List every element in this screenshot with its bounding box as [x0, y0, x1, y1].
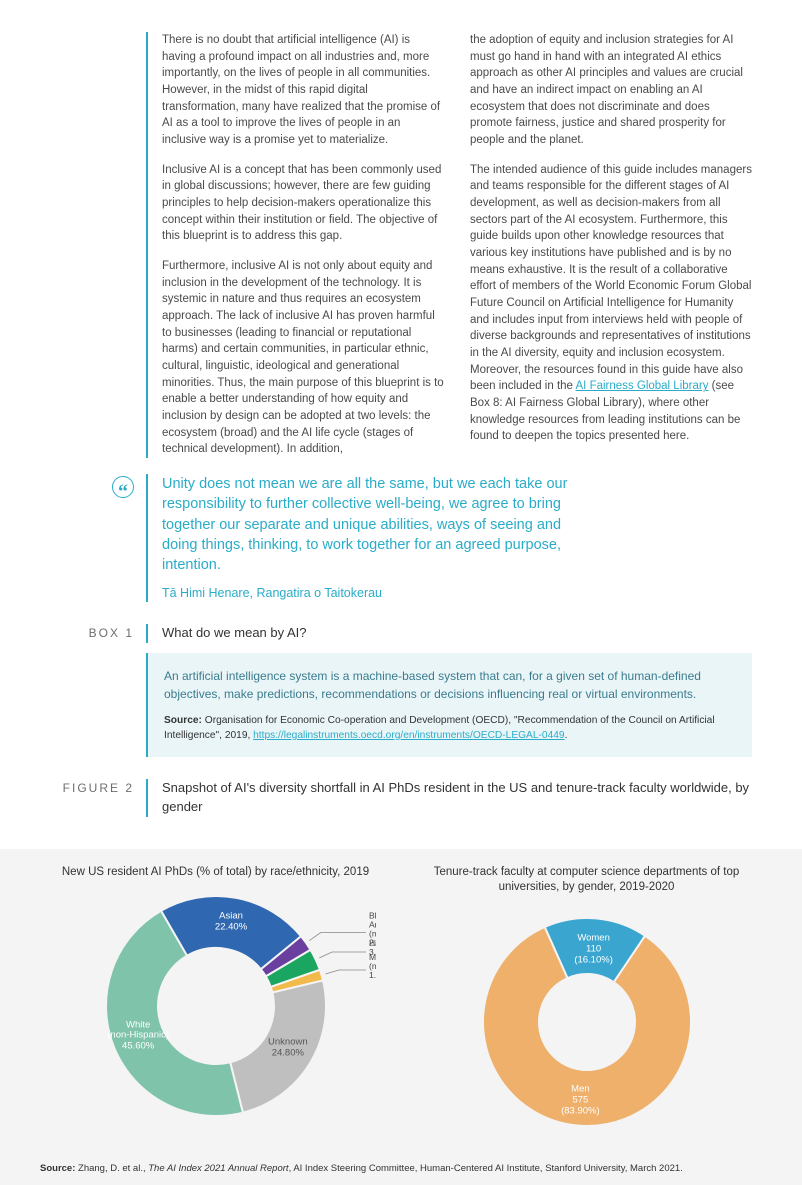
- chart-phds-ethnicity: New US resident AI PhDs (% of total) by …: [40, 865, 391, 1148]
- quote-icon-cell: “: [50, 474, 146, 602]
- leader-line: [319, 952, 366, 958]
- box1-source: Source: Organisation for Economic Co-ope…: [164, 713, 736, 744]
- quote-icon: “: [112, 476, 134, 498]
- body-paragraph: There is no doubt that artificial intell…: [162, 32, 444, 149]
- pull-quote: “ Unity does not mean we are all the sam…: [50, 474, 752, 602]
- chart2-donut: Women110(16.10%)Men575(83.90%): [437, 902, 737, 1148]
- box1-heading: What do we mean by AI?: [146, 624, 752, 643]
- chart-faculty-gender: Tenure-track faculty at computer science…: [411, 865, 762, 1148]
- figure2-label: FIGURE 2: [50, 779, 146, 817]
- figure2-title: Snapshot of AI's diversity shortfall in …: [146, 779, 752, 817]
- figure2-charts: New US resident AI PhDs (% of total) by …: [0, 849, 802, 1185]
- right-column: the adoption of equity and inclusion str…: [470, 32, 752, 458]
- box1-body: An artificial intelligence system is a m…: [146, 653, 752, 758]
- body-paragraph: The intended audience of this guide incl…: [470, 162, 752, 445]
- intro-columns: There is no doubt that artificial intell…: [146, 32, 752, 458]
- source-suffix: .: [565, 730, 568, 741]
- leader-line: [325, 970, 366, 974]
- source-label: Source:: [40, 1163, 75, 1174]
- quote-attribution: Tā Himi Henare, Rangatira o Taitokerau: [162, 584, 752, 602]
- body-paragraph: Inclusive AI is a concept that has been …: [162, 162, 444, 245]
- body-paragraph: Furthermore, inclusive AI is not only ab…: [162, 258, 444, 458]
- box1-definition: An artificial intelligence system is a m…: [164, 667, 736, 703]
- slice-label: Asian22.40%: [214, 911, 247, 933]
- source-text: , AI Index Steering Committee, Human-Cen…: [289, 1163, 683, 1174]
- quote-text: Unity does not mean we are all the same,…: [162, 474, 592, 575]
- box1-header-row: BOX 1 What do we mean by AI?: [50, 624, 752, 643]
- oecd-link[interactable]: https://legalinstruments.oecd.org/en/ins…: [253, 730, 564, 741]
- donut-svg: Women110(16.10%)Men575(83.90%): [437, 902, 737, 1142]
- figure2-header-row: FIGURE 2 Snapshot of AI's diversity shor…: [50, 779, 752, 817]
- slice-label: Unknown24.80%: [268, 1037, 308, 1059]
- fairness-library-link[interactable]: AI Fairness Global Library: [576, 380, 709, 392]
- left-column: There is no doubt that artificial intell…: [162, 32, 444, 458]
- charts-source: Source: Zhang, D. et al., The AI Index 2…: [40, 1162, 762, 1176]
- source-text: Zhang, D. et al.,: [75, 1163, 148, 1174]
- source-label: Source:: [164, 715, 202, 726]
- source-italic: The AI Index 2021 Annual Report: [148, 1163, 288, 1174]
- box1-label: BOX 1: [50, 624, 146, 643]
- slice-label: Multiracial(non-Hispanic)1.60%: [369, 952, 376, 980]
- body-paragraph: the adoption of equity and inclusion str…: [470, 32, 752, 149]
- chart2-title: Tenure-track faculty at computer science…: [411, 865, 762, 896]
- chart1-donut: Asian22.40%Black or AfricanAmerican(non-…: [56, 886, 376, 1132]
- leader-line: [309, 933, 366, 941]
- body-text: The intended audience of this guide incl…: [470, 164, 752, 393]
- donut-svg: Asian22.40%Black or AfricanAmerican(non-…: [56, 886, 376, 1126]
- chart1-title: New US resident AI PhDs (% of total) by …: [40, 865, 391, 881]
